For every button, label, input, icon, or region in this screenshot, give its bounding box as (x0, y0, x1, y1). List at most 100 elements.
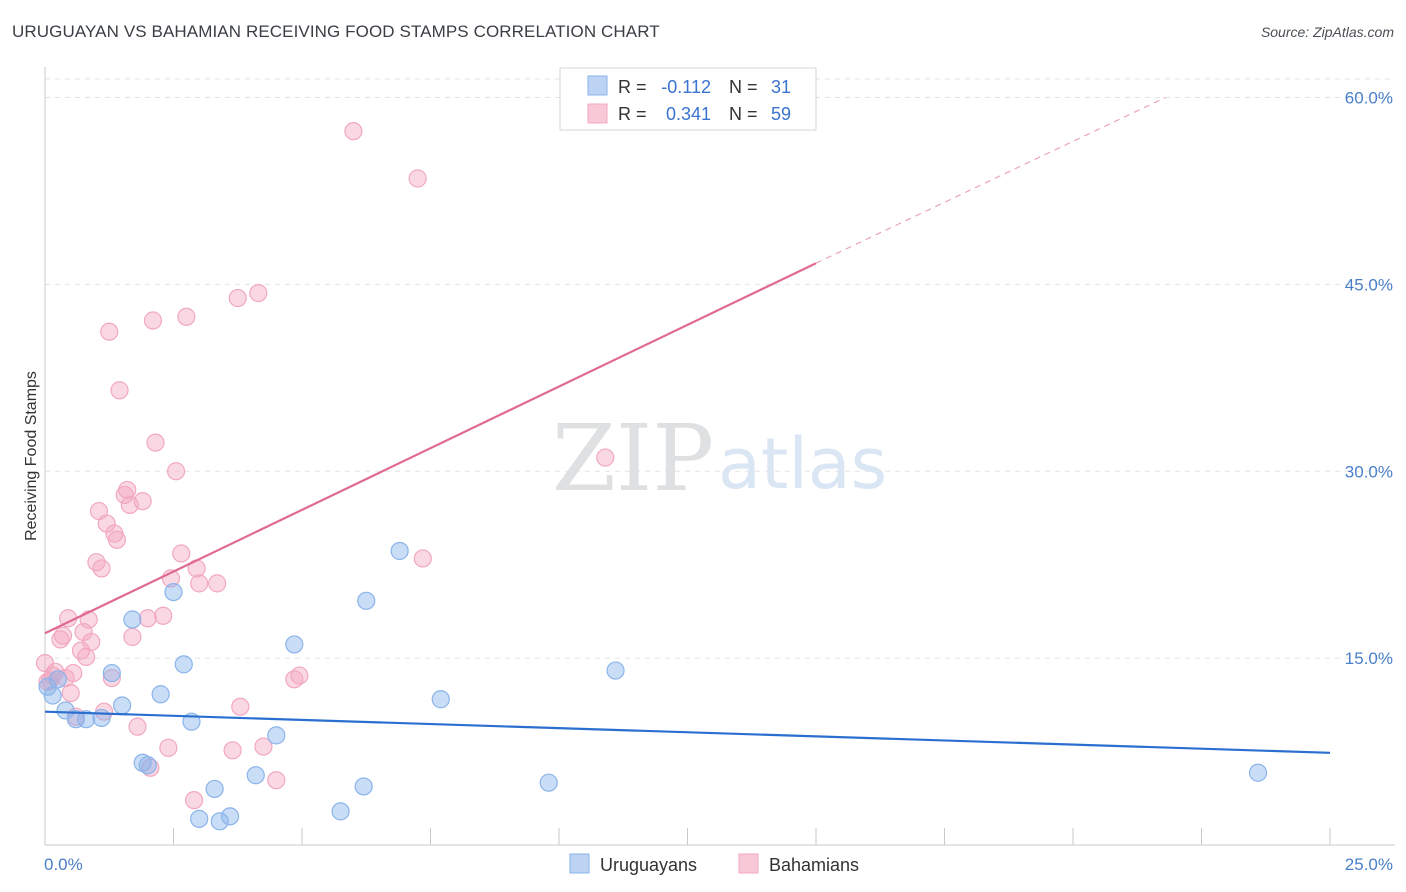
x-tick-label-max: 25.0% (1345, 855, 1393, 874)
legend-r-value-bahamians: 0.341 (666, 104, 711, 124)
gridlines (45, 78, 1395, 659)
y-axis-tick-labels: 15.0% 30.0% 45.0% 60.0% (1345, 89, 1393, 669)
bahamians-point (223, 741, 242, 760)
watermark-atlas: atlas (718, 423, 887, 505)
bottom-legend-label-uruguayans: Uruguayans (600, 855, 697, 875)
bahamians-point (146, 433, 165, 452)
y-tick-label-15: 15.0% (1345, 649, 1393, 668)
legend-n-label-bahamians: N = (729, 104, 758, 124)
bahamians-point (46, 662, 65, 681)
legend-r-value-uruguayans: -0.112 (661, 77, 711, 97)
uruguayans-point (102, 663, 121, 683)
uruguayans-point (1248, 763, 1268, 782)
bahamians-point (208, 574, 227, 593)
legend-swatch-bahamians (587, 103, 608, 124)
bahamians-point (115, 485, 134, 505)
uruguayans-point (38, 677, 57, 696)
bahamians-point (249, 283, 268, 303)
y-axis-label: Receiving Food Stamps (23, 371, 40, 541)
watermark-zip: ZIP (552, 405, 714, 512)
bahamians-point (177, 307, 196, 326)
bahamians-point (159, 738, 178, 757)
bahamians-point (64, 663, 83, 683)
uruguayans-trend-line (44, 710, 1331, 754)
bottom-legend-swatch-bahamians (738, 853, 759, 874)
chart-title: URUGUAYAN VS BAHAMIAN RECEIVING FOOD STA… (12, 22, 660, 41)
bahamians-point (413, 549, 432, 568)
bahamians-point (231, 697, 250, 716)
bahamians-point (290, 666, 309, 685)
x-axis-ticks (44, 828, 1331, 845)
uruguayans-point (267, 726, 286, 745)
legend-n-label-uruguayans: N = (729, 77, 758, 97)
bahamians-point (138, 609, 157, 628)
bahamians-point (154, 606, 173, 625)
y-tick-label-30: 30.0% (1345, 462, 1393, 481)
bahamians-point (123, 627, 142, 647)
uruguayans-point (390, 541, 409, 561)
bottom-legend-label-bahamians: Bahamians (769, 855, 859, 875)
uruguayans-point (205, 779, 224, 799)
uruguayans-point (48, 670, 67, 689)
series-legend: Uruguayans Bahamians (569, 853, 859, 875)
bottom-legend-swatch-uruguayans (569, 853, 590, 874)
bahamians-point (110, 381, 129, 400)
bahamians-point (267, 771, 286, 790)
uruguayans-point (431, 690, 450, 709)
bahamians-point (228, 288, 247, 308)
bahamians-point (118, 480, 137, 500)
bahamians-point (100, 322, 119, 341)
bahamians-point (61, 683, 80, 703)
uruguayans-point (331, 802, 350, 821)
bahamians-point (133, 492, 152, 511)
bahamians-point (92, 559, 111, 578)
uruguayans-point (285, 635, 304, 654)
y-tick-label-45: 45.0% (1345, 275, 1393, 294)
y-tick-label-60: 60.0% (1345, 89, 1393, 108)
uruguayans-point (138, 756, 157, 775)
source-credit: Source: ZipAtlas.com (1260, 24, 1394, 40)
trend-lines (44, 96, 1331, 754)
uruguayans-point (164, 582, 183, 602)
uruguayans-point (43, 686, 62, 705)
legend-n-value-bahamians: 59 (771, 104, 791, 124)
legend-r-label-uruguayans: R = (618, 77, 647, 97)
bahamians-point (107, 530, 127, 549)
uruguayans-point (606, 661, 625, 680)
uruguayans-point (354, 777, 373, 796)
bahamians-point (79, 610, 98, 629)
correlation-legend: R = -0.112 N = 31 R = 0.341 N = 59 (559, 67, 817, 131)
uruguayans-point (210, 812, 229, 831)
bahamians-point (344, 122, 363, 141)
bahamians-point (128, 717, 147, 736)
bahamians-point (254, 737, 273, 756)
legend-n-value-uruguayans: 31 (771, 77, 791, 97)
uruguayans-point (174, 655, 193, 674)
uruguayans-point (539, 773, 558, 792)
uruguayans-point (246, 766, 265, 785)
bahamians-trend-extension (815, 96, 1166, 264)
uruguayans-point (66, 710, 85, 729)
bahamians-point (190, 574, 209, 593)
bahamians-point (172, 544, 191, 563)
bahamians-point (53, 626, 73, 645)
bahamians-point (102, 668, 121, 688)
bahamians-point (166, 462, 186, 481)
uruguayans-point (190, 809, 209, 828)
bahamians-point (82, 632, 101, 652)
bahamians-trend-line (44, 262, 817, 635)
bahamians-point (97, 514, 116, 533)
uruguayans-point (357, 591, 376, 610)
uruguayans-point (92, 708, 111, 728)
uruguayans-point (123, 610, 142, 629)
uruguayans-point (151, 685, 170, 704)
legend-swatch-uruguayans (587, 75, 608, 96)
x-tick-label-min: 0.0% (44, 855, 83, 874)
bahamians-point (408, 169, 427, 188)
uruguayans-point (220, 807, 240, 826)
uruguayans-point (112, 696, 132, 715)
bahamians-point (596, 448, 615, 467)
bahamians-points (35, 122, 615, 810)
legend-r-label-bahamians: R = (618, 104, 647, 124)
